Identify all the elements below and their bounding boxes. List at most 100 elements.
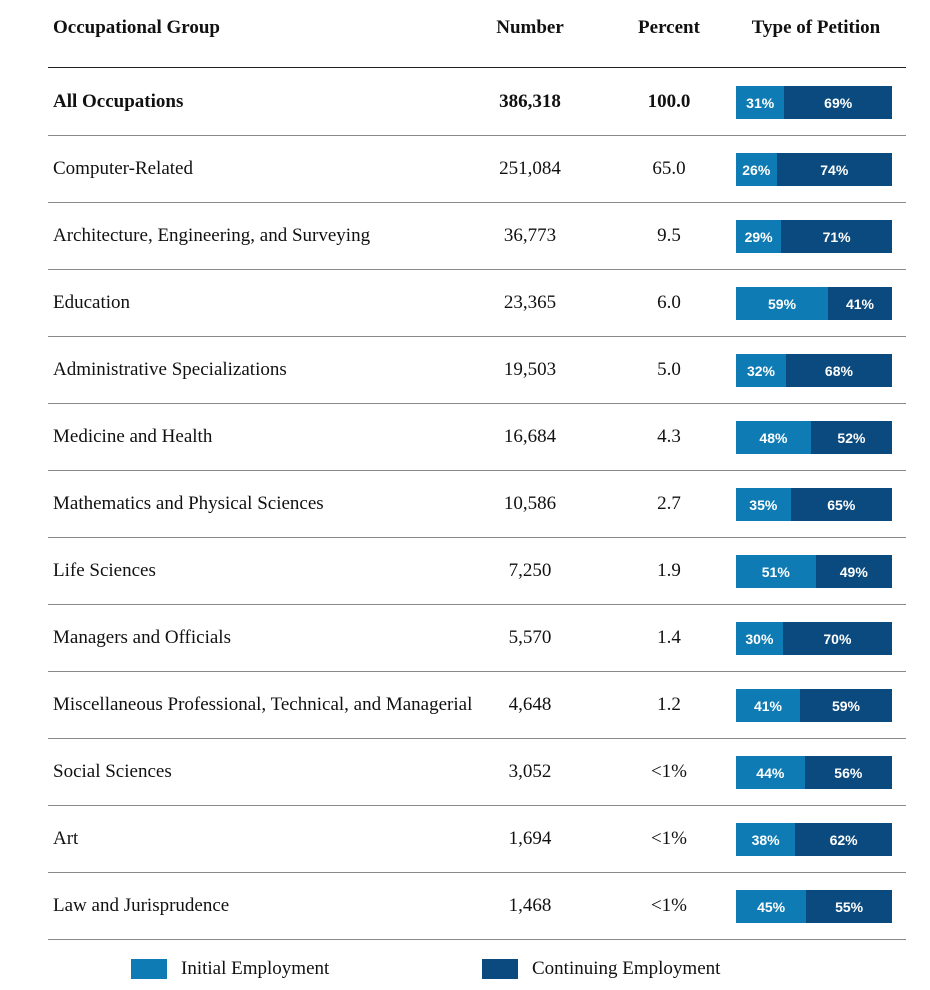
petition-type-bar: 29% 71% — [736, 220, 892, 253]
table-row: Art 1,694 <1% 38% 62% — [48, 805, 906, 873]
table-row: Medicine and Health 16,684 4.3 48% 52% — [48, 403, 906, 471]
legend: Initial Employment Continuing Employment — [0, 950, 930, 990]
petition-type-bar: 32% 68% — [736, 354, 892, 387]
legend-label-initial: Initial Employment — [181, 958, 330, 979]
bar-segment-initial: 30% — [736, 622, 783, 655]
header-number: Number — [496, 17, 564, 38]
number-value: 19,503 — [503, 358, 557, 380]
legend-swatch-initial — [131, 959, 167, 979]
bar-segment-initial: 32% — [736, 354, 786, 387]
petition-type-bar: 44% 56% — [736, 756, 892, 789]
bar-segment-continuing: 59% — [799, 689, 892, 722]
petition-type-bar: 48% 52% — [736, 421, 892, 454]
bar-segment-continuing: 68% — [785, 354, 892, 387]
occupation-name: Medicine and Health — [53, 426, 213, 447]
petition-type-bar: 26% 74% — [736, 153, 892, 186]
bar-segment-continuing: 56% — [804, 756, 892, 789]
table-row: Life Sciences 7,250 1.9 51% 49% — [48, 537, 906, 605]
occupation-name: Art — [53, 828, 79, 849]
number-value: 7,250 — [508, 559, 552, 581]
occupation-name: All Occupations — [53, 91, 184, 112]
bar-segment-initial: 45% — [736, 890, 807, 923]
header-rule — [48, 67, 906, 68]
percent-value: <1% — [650, 760, 688, 782]
header-occupational-group: Occupational Group — [53, 17, 220, 38]
table-row: Law and Jurisprudence 1,468 <1% 45% 55% — [48, 872, 906, 940]
bar-segment-initial: 26% — [736, 153, 777, 186]
table-row: Managers and Officials 5,570 1.4 30% 70% — [48, 604, 906, 672]
number-value: 386,318 — [499, 90, 561, 112]
bar-segment-initial: 48% — [736, 421, 811, 454]
percent-value: 1.9 — [657, 559, 681, 581]
petition-type-bar: 51% 49% — [736, 555, 892, 588]
bar-segment-initial: 29% — [736, 220, 782, 253]
number-value: 10,586 — [503, 492, 557, 514]
percent-value: 1.4 — [657, 626, 681, 648]
occupation-name: Administrative Specializations — [53, 359, 287, 380]
petition-type-bar: 35% 65% — [736, 488, 892, 521]
petition-type-bar: 41% 59% — [736, 689, 892, 722]
legend-item-continuing: Continuing Employment — [482, 958, 720, 980]
number-value: 3,052 — [508, 760, 552, 782]
number-value: 1,468 — [508, 894, 552, 916]
percent-value: 9.5 — [657, 224, 681, 246]
percent-value: <1% — [650, 894, 688, 916]
legend-item-initial: Initial Employment — [131, 958, 329, 980]
bar-segment-initial: 44% — [736, 756, 805, 789]
petition-type-bar: 59% 41% — [736, 287, 892, 320]
occupation-name: Life Sciences — [53, 560, 156, 581]
number-value: 5,570 — [508, 626, 552, 648]
bar-segment-continuing: 55% — [806, 890, 892, 923]
number-value: 23,365 — [503, 291, 557, 313]
occupation-name: Architecture, Engineering, and Surveying — [53, 225, 371, 246]
header-type-of-petition: Type of Petition — [751, 17, 881, 38]
percent-value: 5.0 — [657, 358, 681, 380]
number-value: 36,773 — [503, 224, 557, 246]
percent-value: <1% — [650, 827, 688, 849]
number-value: 16,684 — [503, 425, 557, 447]
percent-value: 6.0 — [657, 291, 681, 313]
occupation-name: Miscellaneous Professional, Technical, a… — [53, 694, 473, 715]
bar-segment-continuing: 49% — [815, 555, 892, 588]
legend-swatch-continuing — [482, 959, 518, 979]
occupation-name: Managers and Officials — [53, 627, 231, 648]
petition-type-bar: 45% 55% — [736, 890, 892, 923]
legend-label-continuing: Continuing Employment — [532, 958, 721, 979]
header-percent: Percent — [638, 17, 700, 38]
table-row: Education 23,365 6.0 59% 41% — [48, 269, 906, 337]
bar-segment-initial: 31% — [736, 86, 785, 119]
table-row: Administrative Specializations 19,503 5.0 3… — [48, 336, 906, 404]
bar-segment-continuing: 74% — [776, 153, 892, 186]
table-row: Miscellaneous Professional, Technical, a… — [48, 671, 906, 739]
table-row: Mathematics and Physical Sciences 10,586 2… — [48, 470, 906, 538]
occupation-name: Social Sciences — [53, 761, 172, 782]
percent-value: 4.3 — [657, 425, 681, 447]
number-value: 1,694 — [508, 827, 552, 849]
occupation-name: Computer-Related — [53, 158, 193, 179]
bar-segment-initial: 51% — [736, 555, 816, 588]
table-row: Social Sciences 3,052 <1% 44% 56% — [48, 738, 906, 806]
bar-segment-initial: 41% — [736, 689, 800, 722]
bar-segment-continuing: 71% — [781, 220, 892, 253]
occupation-name: Law and Jurisprudence — [53, 895, 230, 916]
petition-type-bar: 31% 69% — [736, 86, 892, 119]
percent-value: 65.0 — [652, 157, 686, 179]
number-value: 251,084 — [499, 157, 561, 179]
occupation-name: Education — [53, 292, 131, 313]
table-header: Occupational Group Number Percent Type o… — [0, 0, 930, 68]
table-row: All Occupations 386,318 100.0 31% 69% — [48, 68, 906, 136]
table-row: Architecture, Engineering, and Surveying… — [48, 202, 906, 270]
bar-segment-continuing: 69% — [784, 86, 892, 119]
percent-value: 1.2 — [657, 693, 681, 715]
bar-segment-initial: 38% — [736, 823, 796, 856]
petition-type-bar: 30% 70% — [736, 622, 892, 655]
bar-segment-initial: 59% — [736, 287, 829, 320]
percent-value: 2.7 — [657, 492, 681, 514]
bar-segment-continuing: 70% — [782, 622, 892, 655]
bar-segment-continuing: 65% — [790, 488, 892, 521]
petition-type-bar: 38% 62% — [736, 823, 892, 856]
bar-segment-continuing: 62% — [795, 823, 892, 856]
table-row: Computer-Related 251,084 65.0 26% 74% — [48, 135, 906, 203]
bar-segment-initial: 35% — [736, 488, 791, 521]
bar-segment-continuing: 52% — [810, 421, 892, 454]
